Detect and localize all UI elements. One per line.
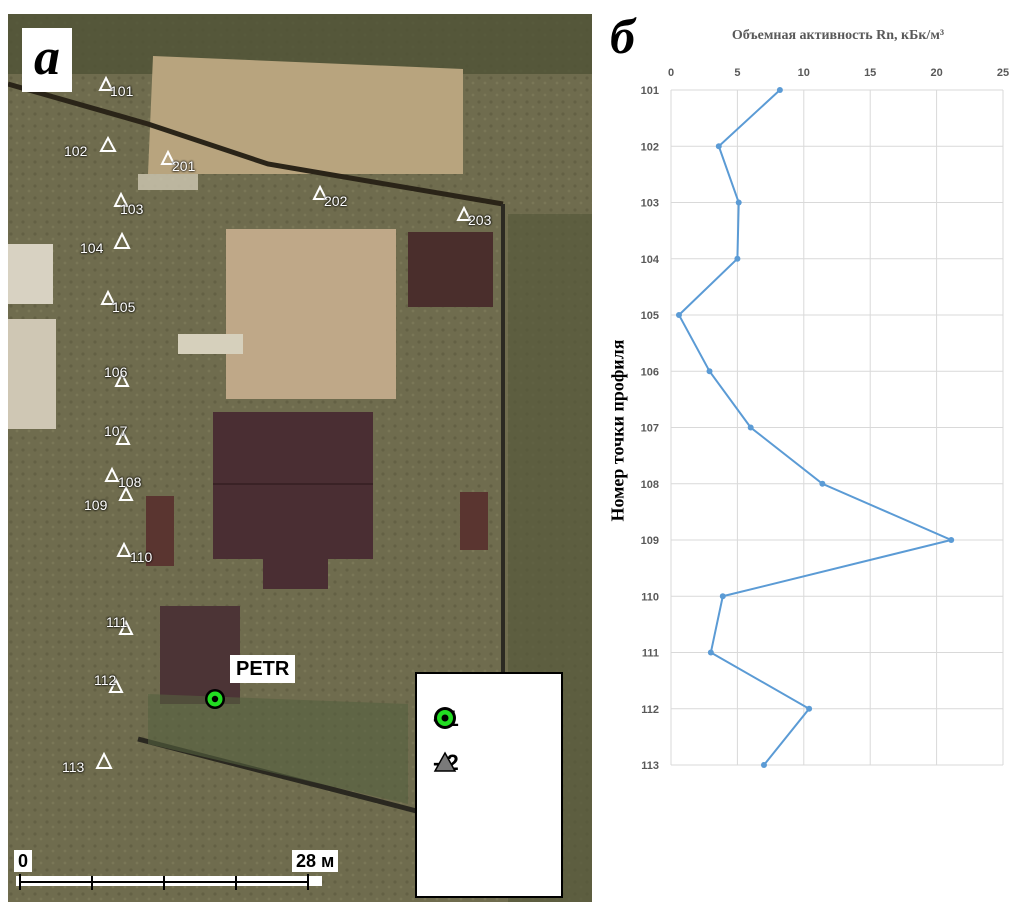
point-label-201: 201 <box>172 158 196 174</box>
point-label-108: 108 <box>118 474 142 490</box>
point-label-104: 104 <box>80 240 104 256</box>
point-103-triangle-icon <box>113 191 129 207</box>
x-tick-label: 5 <box>734 67 740 79</box>
scale-end-label: 28 м <box>292 850 339 872</box>
point-label-112: 112 <box>94 672 117 688</box>
point-107-triangle-icon <box>115 429 131 445</box>
y-tick-label: 103 <box>641 198 659 210</box>
point-108-triangle-icon <box>104 466 120 482</box>
point-label-106: 106 <box>104 364 128 380</box>
data-point <box>719 593 726 600</box>
y-tick-label: 104 <box>641 254 660 266</box>
chart-panel: б Объемная активность Rn, кБк/м³ Номер т… <box>600 0 1014 906</box>
point-label-202: 202 <box>324 193 348 209</box>
scale-start-label: 0 <box>14 850 33 872</box>
data-point <box>819 480 826 487</box>
point-label-107: 107 <box>104 423 128 439</box>
x-tick-label: 25 <box>997 67 1009 79</box>
data-point <box>707 649 714 656</box>
scale-bar <box>16 874 322 890</box>
data-point <box>806 705 813 712</box>
legend-item-1: - 1 <box>433 706 459 732</box>
data-point <box>760 762 767 768</box>
point-113-triangle-icon <box>95 751 113 769</box>
point-106-triangle-icon <box>114 371 130 387</box>
x-tick-label: 15 <box>864 67 876 79</box>
satellite-map-panel: a 101 102 103 104 105 106 107 108 109 11… <box>8 14 592 902</box>
point-label-203: 203 <box>468 212 492 228</box>
point-104-triangle-icon <box>113 231 131 249</box>
data-point <box>948 537 955 543</box>
x-tick-label: 20 <box>930 67 942 79</box>
data-point <box>675 312 682 318</box>
point-111-triangle-icon <box>118 619 134 635</box>
point-label-111: 111 <box>106 614 128 630</box>
y-tick-label: 106 <box>641 366 659 378</box>
y-tick-label: 113 <box>641 760 659 772</box>
legend: - 1 - 2 <box>415 672 563 898</box>
y-tick-label: 108 <box>641 479 659 491</box>
point-202-triangle-icon <box>312 184 328 200</box>
data-point <box>735 199 742 206</box>
data-point <box>734 255 741 262</box>
y-tick-label: 109 <box>641 535 659 547</box>
x-tick-label: 10 <box>798 67 810 79</box>
data-point <box>747 424 754 431</box>
y-tick-label: 105 <box>641 310 659 322</box>
point-label-101: 101 <box>110 83 134 99</box>
point-label-105: 105 <box>112 299 136 315</box>
y-tick-label: 112 <box>641 704 659 716</box>
point-label-109: 109 <box>84 497 108 513</box>
point-112-triangle-icon <box>108 677 124 693</box>
radon-profile-chart: 0 5 10 15 20 25 101 102 103 104 105 106 107 108 109 110… <box>641 67 1009 772</box>
point-label-103: 103 <box>120 201 144 217</box>
green-station-icon <box>434 707 456 729</box>
point-label-113: 113 <box>62 759 85 775</box>
panel-letter-a: a <box>22 28 72 92</box>
panel-letter-b: б <box>610 8 635 64</box>
y-tick-label: 102 <box>641 141 659 153</box>
point-102-triangle-icon <box>99 135 117 152</box>
point-201-triangle-icon <box>160 149 176 165</box>
data-point <box>776 87 783 93</box>
point-101-triangle-icon <box>98 75 114 91</box>
station-label: PETR <box>230 655 296 683</box>
y-tick-label: 110 <box>641 591 659 603</box>
y-tick-label: 107 <box>641 423 659 435</box>
chart-title: Объемная активность Rn, кБк/м³ <box>731 28 945 43</box>
point-105-triangle-icon <box>100 289 116 305</box>
station-marker-icon <box>205 689 225 709</box>
data-point <box>715 143 722 150</box>
y-tick-label: 101 <box>641 85 659 97</box>
point-label-110: 110 <box>130 549 153 565</box>
point-110-triangle-icon <box>116 541 132 557</box>
triangle-icon <box>433 751 457 772</box>
point-203-triangle-icon <box>456 205 472 221</box>
point-label-102: 102 <box>64 143 88 159</box>
point-109-triangle-icon <box>118 485 134 501</box>
data-point <box>706 368 713 375</box>
x-tick-label: 0 <box>668 67 674 79</box>
y-tick-label: 111 <box>642 648 659 660</box>
legend-item-2: - 2 <box>433 750 459 776</box>
